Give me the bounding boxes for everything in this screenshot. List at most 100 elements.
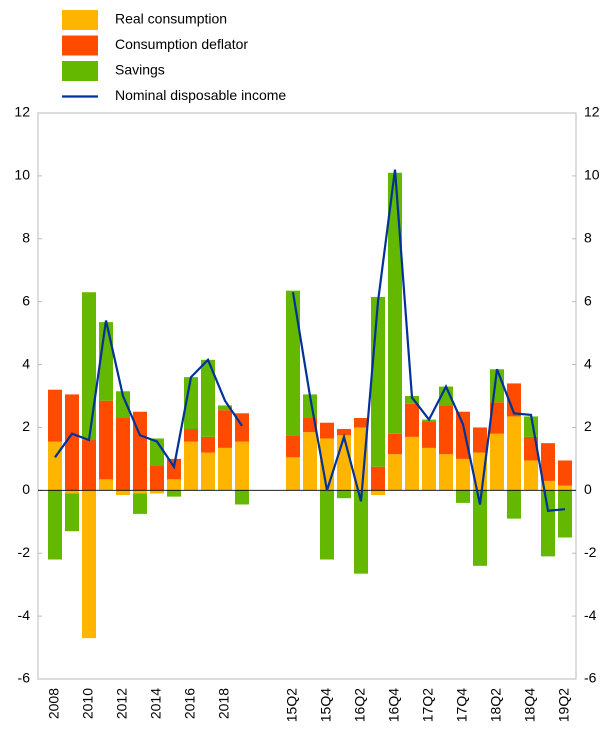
bar [541,480,555,491]
bar [150,465,164,491]
x-tick-label: 2016 [182,688,198,719]
bar [405,396,419,404]
bar [456,458,470,491]
bar [439,405,453,455]
legend-swatch [62,10,98,30]
y2-tick-label: 0 [584,481,592,497]
bar [507,490,521,519]
legend-label: Real consumption [115,11,227,27]
y-tick-label: -4 [18,607,31,623]
y2-tick-label: 6 [584,292,592,308]
bar [524,436,538,461]
bar [558,485,572,491]
y2-tick-label: 4 [584,355,592,371]
bar [65,490,79,494]
bar [337,490,351,499]
y2-tick-label: -2 [584,544,597,560]
y-tick-label: 2 [22,418,30,434]
bar [388,172,402,434]
x-tick-label: 19Q2 [556,688,572,722]
bar [167,479,181,491]
bar [507,383,521,417]
y-tick-label: 8 [22,229,30,245]
bar [82,440,96,491]
bar [82,490,96,639]
bar [354,418,368,428]
y-tick-label: 10 [14,167,30,183]
bar [133,411,147,491]
bar [490,433,504,491]
x-tick-label: 2008 [46,688,62,719]
legend-swatch [62,61,98,81]
y-tick-label: -2 [18,544,31,560]
legend-swatch [62,35,98,56]
y-tick-label: 12 [14,104,30,120]
x-tick-label: 18Q2 [488,688,504,722]
bar [48,389,62,442]
y2-tick-label: 8 [584,229,592,245]
x-tick-label: 2018 [216,688,232,719]
bar [303,432,317,491]
x-tick-label: 2014 [148,688,164,719]
bar [371,490,385,496]
bar [286,457,300,491]
legend-label: Savings [115,62,165,78]
bar [558,490,572,538]
bar [422,421,436,448]
x-tick-label: 15Q4 [318,688,334,722]
bar [167,490,181,497]
bar [388,433,402,455]
bar [150,490,164,494]
bar [99,400,113,480]
bar [337,435,351,491]
y2-tick-label: 10 [584,167,600,183]
bar [541,443,555,481]
bar [82,292,96,441]
bar [473,490,487,566]
bar [184,429,198,442]
bar [218,447,232,491]
y2-tick-label: 2 [584,418,592,434]
x-tick-label: 2012 [114,688,130,719]
bar [558,460,572,486]
bar [133,490,147,494]
x-tick-label: 17Q2 [420,688,436,722]
bar [371,296,385,467]
y-tick-label: 0 [22,481,30,497]
plot-frame [37,112,577,680]
bar [507,416,521,491]
bar [354,427,368,491]
bar [116,391,130,419]
x-tick-label: 15Q2 [284,688,300,722]
bar [201,359,215,437]
y-tick-label: -6 [18,670,31,686]
x-tick-label: 17Q4 [454,688,470,722]
bar [235,441,249,491]
bar [133,493,147,514]
bar [320,422,334,439]
y2-tick-label: -6 [584,670,597,686]
bar [286,290,300,436]
bar [354,490,368,574]
y2-tick-label: 12 [584,104,600,120]
bar [48,490,62,560]
bar [201,436,215,453]
bar [65,493,79,532]
x-tick-label: 16Q4 [386,688,402,722]
bar [456,411,470,459]
bar [320,490,334,560]
y2-tick-label: -4 [584,607,597,623]
x-tick-label: 2010 [80,688,96,719]
bar [405,403,419,437]
bar [218,410,232,448]
bar [405,436,419,491]
bar [541,490,555,557]
legend-label: Nominal disposable income [115,87,286,103]
bar [473,427,487,453]
bar [286,435,300,458]
legend-label: Consumption deflator [115,36,248,52]
x-tick-label: 18Q4 [522,688,538,722]
bar [524,460,538,491]
bar [99,479,113,491]
